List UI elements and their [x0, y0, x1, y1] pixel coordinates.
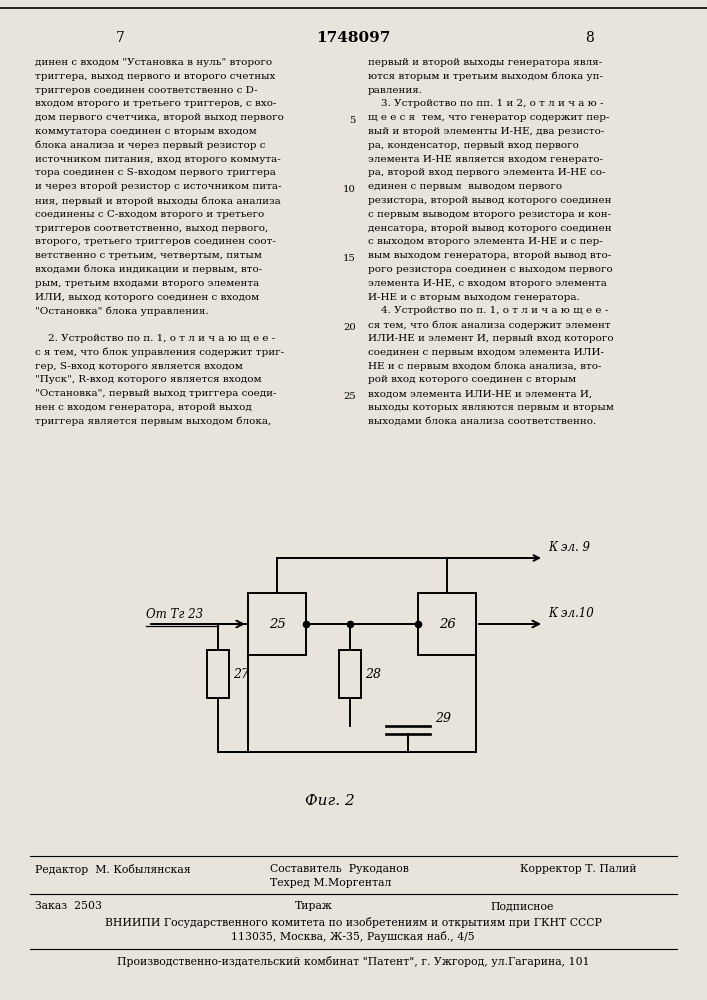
- Text: 20: 20: [344, 323, 356, 332]
- Text: 27: 27: [233, 668, 249, 680]
- Text: с я тем, что блок управления содержит триг-: с я тем, что блок управления содержит тр…: [35, 348, 284, 357]
- Text: входом второго и третьего триггеров, с вхо-: входом второго и третьего триггеров, с в…: [35, 99, 276, 108]
- Text: 10: 10: [343, 185, 356, 194]
- Text: блока анализа и через первый резистор с: блока анализа и через первый резистор с: [35, 141, 266, 150]
- Text: денсатора, второй вывод которого соединен: денсатора, второй вывод которого соедине…: [368, 224, 612, 233]
- Text: триггеров соответственно, выход первого,: триггеров соответственно, выход первого,: [35, 224, 268, 233]
- Text: 8: 8: [585, 31, 595, 45]
- Bar: [207, 650, 229, 698]
- Text: 4. Устройство по п. 1, о т л и ч а ю щ е е -: 4. Устройство по п. 1, о т л и ч а ю щ е…: [368, 306, 608, 315]
- Text: "Остановка", первый выход триггера соеди-: "Остановка", первый выход триггера соеди…: [35, 389, 276, 398]
- Text: триггеров соединен соответственно с D-: триггеров соединен соответственно с D-: [35, 86, 257, 95]
- Text: 25: 25: [344, 392, 356, 401]
- Text: 1748097: 1748097: [316, 31, 390, 45]
- Text: и через второй резистор с источником пита-: и через второй резистор с источником пит…: [35, 182, 281, 191]
- Text: Тираж: Тираж: [295, 901, 333, 911]
- Text: ра, конденсатор, первый вход первого: ра, конденсатор, первый вход первого: [368, 141, 579, 150]
- Text: 2. Устройство по п. 1, о т л и ч а ю щ е е -: 2. Устройство по п. 1, о т л и ч а ю щ е…: [35, 334, 275, 343]
- Text: коммутатора соединен с вторым входом: коммутатора соединен с вторым входом: [35, 127, 257, 136]
- Text: "Остановка" блока управления.: "Остановка" блока управления.: [35, 306, 209, 316]
- Text: Редактор  М. Кобылянская: Редактор М. Кобылянская: [35, 864, 191, 875]
- Text: 7: 7: [115, 31, 124, 45]
- Text: первый и второй выходы генератора явля-: первый и второй выходы генератора явля-: [368, 58, 602, 67]
- Text: дом первого счетчика, второй выход первого: дом первого счетчика, второй выход перво…: [35, 113, 284, 122]
- Text: выходами блока анализа соответственно.: выходами блока анализа соответственно.: [368, 417, 596, 426]
- Text: второго, третьего триггеров соединен соот-: второго, третьего триггеров соединен соо…: [35, 237, 276, 246]
- Text: рой вход которого соединен с вторым: рой вход которого соединен с вторым: [368, 375, 576, 384]
- Text: ИЛИ, выход которого соединен с входом: ИЛИ, выход которого соединен с входом: [35, 293, 259, 302]
- Text: Техред М.Моргентал: Техред М.Моргентал: [270, 878, 392, 888]
- Text: нен с входом генератора, второй выход: нен с входом генератора, второй выход: [35, 403, 252, 412]
- Text: 3. Устройство по пп. 1 и 2, о т л и ч а ю -: 3. Устройство по пп. 1 и 2, о т л и ч а …: [368, 99, 604, 108]
- Text: соединен с первым входом элемента ИЛИ-: соединен с первым входом элемента ИЛИ-: [368, 348, 604, 357]
- Text: Корректор Т. Палий: Корректор Т. Палий: [520, 864, 636, 874]
- Text: Заказ  2503: Заказ 2503: [35, 901, 102, 911]
- Text: 25: 25: [269, 617, 286, 631]
- Text: соединены с C-входом второго и третьего: соединены с C-входом второго и третьего: [35, 210, 264, 219]
- Text: ВНИИПИ Государственного комитета по изобретениям и открытиям при ГКНТ СССР: ВНИИПИ Государственного комитета по изоб…: [105, 917, 602, 928]
- Text: "Пуск", R-вход которого является входом: "Пуск", R-вход которого является входом: [35, 375, 262, 384]
- Text: гер, S-вход которого является входом: гер, S-вход которого является входом: [35, 362, 243, 371]
- Text: Составитель  Рукоданов: Составитель Рукоданов: [270, 864, 409, 874]
- Text: ра, второй вход первого элемента И-НЕ со-: ра, второй вход первого элемента И-НЕ со…: [368, 168, 605, 177]
- Text: триггера является первым выходом блока,: триггера является первым выходом блока,: [35, 417, 271, 426]
- Bar: [248, 593, 306, 655]
- Text: 15: 15: [343, 254, 356, 263]
- Text: единен с первым  выводом первого: единен с первым выводом первого: [368, 182, 562, 191]
- Text: вый и второй элементы И-НЕ, два резисто-: вый и второй элементы И-НЕ, два резисто-: [368, 127, 604, 136]
- Text: Производственно-издательский комбинат "Патент", г. Ужгород, ул.Гагарина, 101: Производственно-издательский комбинат "П…: [117, 956, 590, 967]
- Text: источником питания, вход второго коммута-: источником питания, вход второго коммута…: [35, 155, 281, 164]
- Text: элемента И-НЕ является входом генерато-: элемента И-НЕ является входом генерато-: [368, 155, 603, 164]
- Text: с выходом второго элемента И-НЕ и с пер-: с выходом второго элемента И-НЕ и с пер-: [368, 237, 603, 246]
- Text: входами блока индикации и первым, вто-: входами блока индикации и первым, вто-: [35, 265, 262, 274]
- Text: рым, третьим входами второго элемента: рым, третьим входами второго элемента: [35, 279, 259, 288]
- Text: И-НЕ и с вторым выходом генератора.: И-НЕ и с вторым выходом генератора.: [368, 293, 580, 302]
- Text: элемента И-НЕ, с входом второго элемента: элемента И-НЕ, с входом второго элемента: [368, 279, 607, 288]
- Text: выходы которых являются первым и вторым: выходы которых являются первым и вторым: [368, 403, 614, 412]
- Text: 29: 29: [435, 712, 451, 724]
- Text: К эл. 9: К эл. 9: [548, 541, 590, 554]
- Bar: [339, 650, 361, 698]
- Text: ются вторым и третьим выходом блока уп-: ются вторым и третьим выходом блока уп-: [368, 72, 603, 81]
- Text: ся тем, что блок анализа содержит элемент: ся тем, что блок анализа содержит элемен…: [368, 320, 611, 330]
- Text: 28: 28: [365, 668, 381, 680]
- Text: щ е е с я  тем, что генератор содержит пер-: щ е е с я тем, что генератор содержит пе…: [368, 113, 609, 122]
- Text: рого резистора соединен с выходом первого: рого резистора соединен с выходом первог…: [368, 265, 613, 274]
- Text: 26: 26: [438, 617, 455, 631]
- Text: ветственно с третьим, четвертым, пятым: ветственно с третьим, четвертым, пятым: [35, 251, 262, 260]
- Text: тора соединен с S-входом первого триггера: тора соединен с S-входом первого триггер…: [35, 168, 276, 177]
- Text: ИЛИ-НЕ и элемент И, первый вход которого: ИЛИ-НЕ и элемент И, первый вход которого: [368, 334, 614, 343]
- Text: ния, первый и второй выходы блока анализа: ния, первый и второй выходы блока анализ…: [35, 196, 281, 206]
- Text: Подписное: Подписное: [490, 901, 554, 911]
- Bar: [418, 593, 476, 655]
- Text: К эл.10: К эл.10: [548, 607, 594, 620]
- Text: От Тг 23: От Тг 23: [146, 608, 203, 621]
- Text: равления.: равления.: [368, 86, 423, 95]
- Text: входом элемента ИЛИ-НЕ и элемента И,: входом элемента ИЛИ-НЕ и элемента И,: [368, 389, 592, 398]
- Text: резистора, второй вывод которого соединен: резистора, второй вывод которого соедине…: [368, 196, 612, 205]
- Text: триггера, выход первого и второго счетных: триггера, выход первого и второго счетны…: [35, 72, 275, 81]
- Text: динен с входом "Установка в нуль" второго: динен с входом "Установка в нуль" второг…: [35, 58, 272, 67]
- Text: Фиг. 2: Фиг. 2: [305, 794, 355, 808]
- Text: 5: 5: [350, 116, 356, 125]
- Text: вым выходом генератора, второй вывод вто-: вым выходом генератора, второй вывод вто…: [368, 251, 612, 260]
- Text: 113035, Москва, Ж-35, Раушская наб., 4/5: 113035, Москва, Ж-35, Раушская наб., 4/5: [231, 931, 475, 942]
- Text: с первым выводом второго резистора и кон-: с первым выводом второго резистора и кон…: [368, 210, 611, 219]
- Text: НЕ и с первым входом блока анализа, вто-: НЕ и с первым входом блока анализа, вто-: [368, 362, 602, 371]
